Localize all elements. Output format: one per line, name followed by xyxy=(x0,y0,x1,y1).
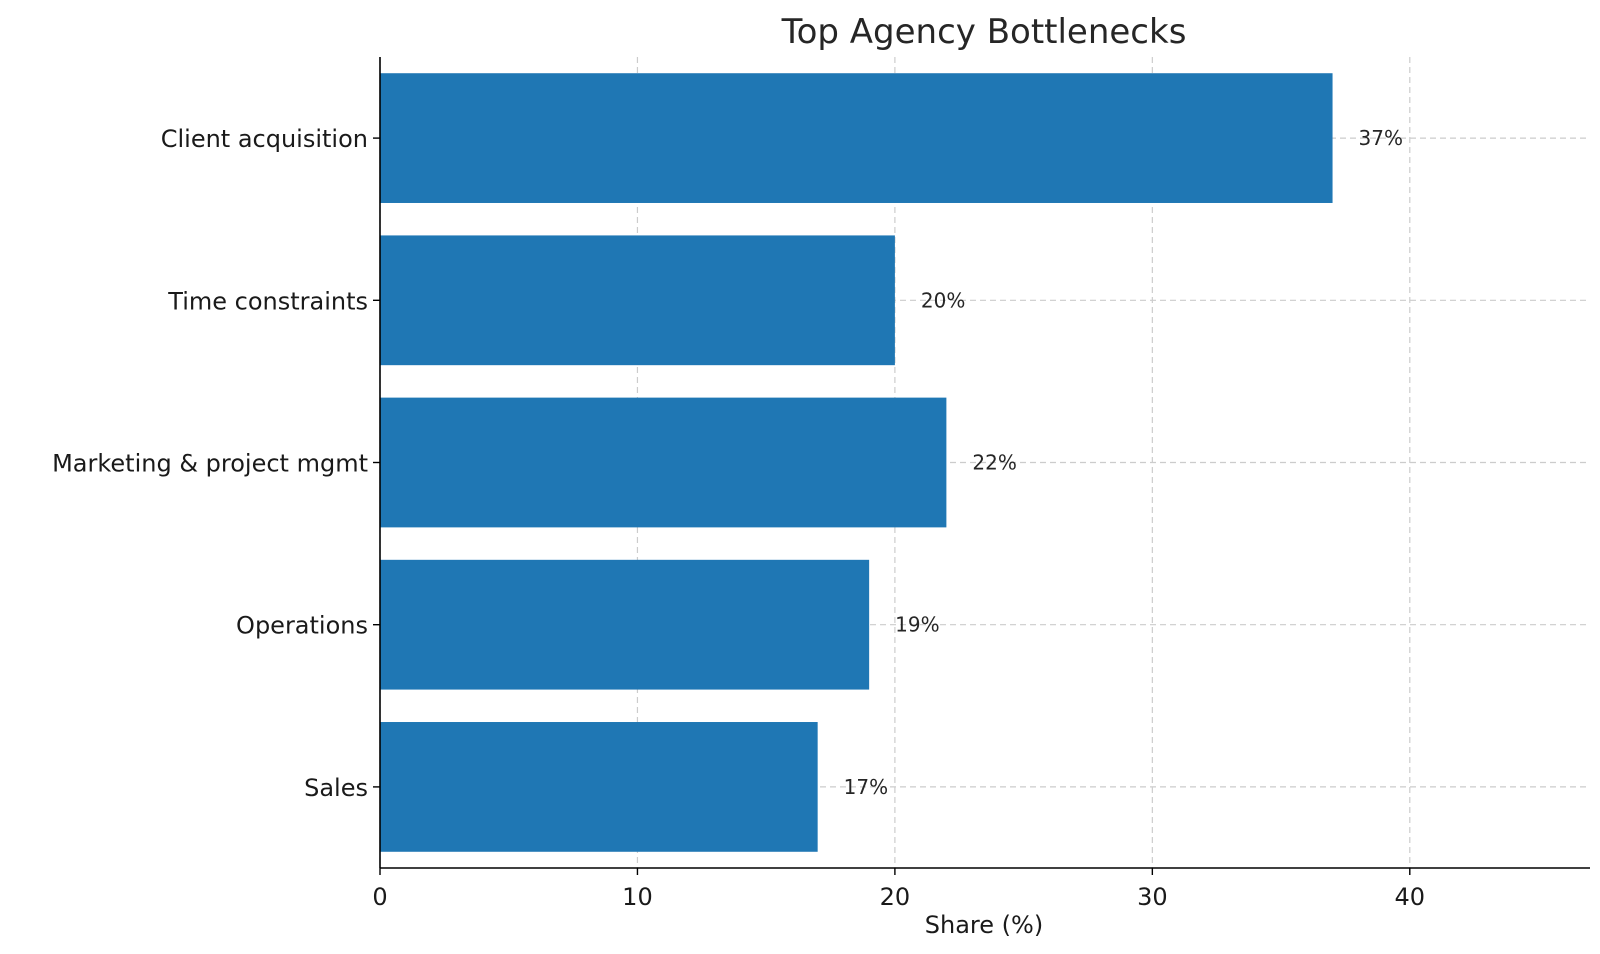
bar xyxy=(380,397,947,528)
x-tick-label: 30 xyxy=(1137,883,1168,911)
x-tick-label: 10 xyxy=(622,883,653,911)
category-label: Time constraints xyxy=(167,287,368,315)
bar xyxy=(380,722,818,852)
bar xyxy=(380,559,870,690)
bar-value-label: 22% xyxy=(972,451,1016,475)
category-label: Sales xyxy=(304,774,368,802)
bars xyxy=(380,73,1333,852)
data-labels: 37% 20% 22% 19% 17% xyxy=(844,126,1403,799)
bar-value-label: 19% xyxy=(895,613,939,637)
bar-value-label: 37% xyxy=(1359,126,1403,150)
category-label: Marketing & project mgmt xyxy=(52,450,368,478)
x-axis-ticks: 0 10 20 30 40 xyxy=(372,137,1426,911)
category-label: Operations xyxy=(236,612,368,640)
bar xyxy=(380,73,1333,203)
x-tick-label: 0 xyxy=(372,883,387,911)
bar-value-label: 20% xyxy=(921,288,965,312)
bar xyxy=(380,235,895,366)
category-label: Client acquisition xyxy=(161,125,368,153)
x-axis-label: Share (%) xyxy=(925,911,1043,939)
bar-value-label: 17% xyxy=(844,775,888,799)
chart-title: Top Agency Bottlenecks xyxy=(781,12,1187,52)
category-axis-labels: Client acquisition Time constraints Market… xyxy=(52,125,368,802)
x-tick-label: 20 xyxy=(880,883,911,911)
x-tick-label: 40 xyxy=(1395,883,1426,911)
